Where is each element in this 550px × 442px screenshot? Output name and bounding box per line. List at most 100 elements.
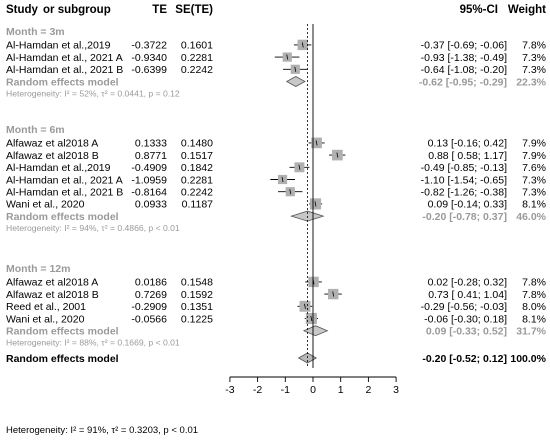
study-ci: 0.73 [ 0.41; 1.04] [428,289,507,301]
study-te: -0.8164 [131,187,167,199]
subgroup-model-ci: -0.62 [-0.95; -0.29] [419,76,507,88]
study-te: 0.0186 [135,277,167,289]
point-estimate [301,42,304,48]
point-estimate [286,54,289,60]
point-estimate [304,303,306,309]
study-label: Wani et al., 2020 [6,313,85,325]
study-weight: 7.9% [522,150,546,162]
overall-model-weight: 100.0% [510,353,546,365]
study-weight: 7.3% [522,187,546,199]
subgroup-title: Month = 3m [6,26,65,38]
header-study: Study [6,4,39,16]
study-label: Al-Hamdan et al., 2021 B [6,187,123,199]
study-label: Alfawaz et al2018 B [6,150,99,162]
study-weight: 7.3% [522,52,546,64]
study-label: Al-Hamdan et al., 2021 A [6,174,123,186]
x-axis: -3 -2 -1 0 1 2 3 [225,24,399,396]
study-se: 0.1480 [181,138,213,150]
study-weight: 7.8% [522,40,546,52]
header-row: Study or subgroup TE SE(TE) 95%-CI Weigh… [6,4,546,16]
subgroup-model-weight: 31.7% [516,326,546,338]
study-weight: 7.9% [522,138,546,150]
subgroup-model-weight: 22.3% [516,76,546,88]
study-ci: 0.02 [-0.28; 0.32] [428,277,507,289]
subgroup-diamond [302,325,329,337]
study-label: Reed et al., 2001 [6,301,86,313]
point-estimate [289,189,292,195]
study-te: -0.6399 [131,64,167,76]
study-label: Al-Hamdan et al., 2021 B [6,64,123,76]
subgroup-model-ci: -0.20 [-0.78; 0.37] [422,211,507,223]
study-se: 0.1517 [181,150,213,162]
x-tick-label: -3 [225,384,234,396]
study-ci: -0.37 [-0.69; -0.06] [421,40,507,52]
subgroup-model-ci: 0.09 [-0.33; 0.52] [426,326,507,338]
subgroup-block: Month = 6m Alfawaz et al2018 A 0.1333 0.148… [6,124,547,233]
subgroup-title: Month = 6m [6,124,65,136]
study-weight: 7.3% [522,64,546,76]
point-estimate [310,315,313,322]
study-se: 0.1601 [181,40,213,52]
subgroup-model-label: Random effects model [6,211,119,223]
study-te: -0.2909 [131,301,167,313]
study-ci: 0.09 [-0.14; 0.33] [428,199,507,211]
point-estimate [336,152,339,158]
study-weight: 8.1% [522,199,546,211]
study-label: Al-Hamdan et al., 2021 A [6,52,123,64]
study-weight: 8.0% [522,301,546,313]
study-se: 0.1592 [181,289,213,301]
subgroup-heterogeneity: Heterogeneity: I² = 52%, τ² = 0.0441, p … [6,88,180,98]
study-ci: -0.82 [-1.26; -0.38] [421,187,507,199]
forest-rows: Month = 3m Al-Hamdan et al.,2019 -0.3722 0.… [6,26,547,436]
study-label: Al-Hamdan et al.,2019 [6,40,111,52]
study-label: Alfawaz et al2018 B [6,289,99,301]
study-ci: -0.06 [-0.30; 0.18] [424,313,507,325]
header-te: TE [152,4,167,16]
study-weight: 7.6% [522,162,546,174]
study-se: 0.2281 [181,174,213,186]
study-ci: 0.88 [ 0.58; 1.17] [428,150,507,162]
x-tick-label: 3 [393,384,399,396]
study-se: 0.2242 [181,64,213,76]
subgroup-block: Month = 3m Al-Hamdan et al.,2019 -0.3722 0.… [6,26,547,98]
study-ci: -1.10 [-1.54; -0.65] [421,174,507,186]
subgroup-heterogeneity: Heterogeneity: I² = 94%, τ² = 0.4866, p … [6,223,180,233]
study-te: 0.0933 [135,199,167,211]
point-estimate [314,201,317,207]
study-te: -0.0566 [131,313,167,325]
study-te: -0.9340 [131,52,167,64]
point-estimate [315,140,318,146]
overall-model-ci: -0.20 [-0.52; 0.12] [422,353,507,365]
header-subgroup: or subgroup [43,4,111,16]
study-se: 0.2281 [181,52,213,64]
study-weight: 7.8% [522,289,546,301]
subgroup-model-label: Random effects model [6,326,119,338]
overall-model-label: Random effects model [6,353,119,365]
study-label: Alfawaz et al2018 A [6,277,98,289]
subgroup-model-label: Random effects model [6,76,119,88]
overall-heterogeneity: Heterogeneity: I² = 91%, τ² = 0.3203, p … [6,425,198,436]
study-ci: -0.93 [-1.38; -0.49] [421,52,507,64]
header-weight: Weight [508,4,546,16]
x-tick-label: 0 [310,384,316,396]
x-tick-label: 1 [338,384,344,396]
point-estimate [332,291,335,297]
point-estimate [294,66,297,72]
study-se: 0.1842 [181,162,213,174]
study-te: -0.3722 [131,40,167,52]
study-ci: -0.64 [-1.08; -0.20] [421,64,507,76]
subgroup-diamond [285,76,306,87]
subgroup-block: Month = 12m Alfawaz et al2018 A 0.0186 0.15… [6,263,547,348]
study-ci: -0.29 [-0.56; -0.03] [421,301,507,313]
x-tick-label: -2 [253,384,262,396]
study-se: 0.1225 [181,313,213,325]
study-label: Al-Hamdan et al.,2019 [6,162,111,174]
study-te: 0.1333 [135,138,167,150]
study-se: 0.1548 [181,277,213,289]
study-te: -0.4909 [131,162,167,174]
study-weight: 7.3% [522,174,546,186]
study-se: 0.1351 [181,301,213,313]
point-estimate [298,164,301,170]
